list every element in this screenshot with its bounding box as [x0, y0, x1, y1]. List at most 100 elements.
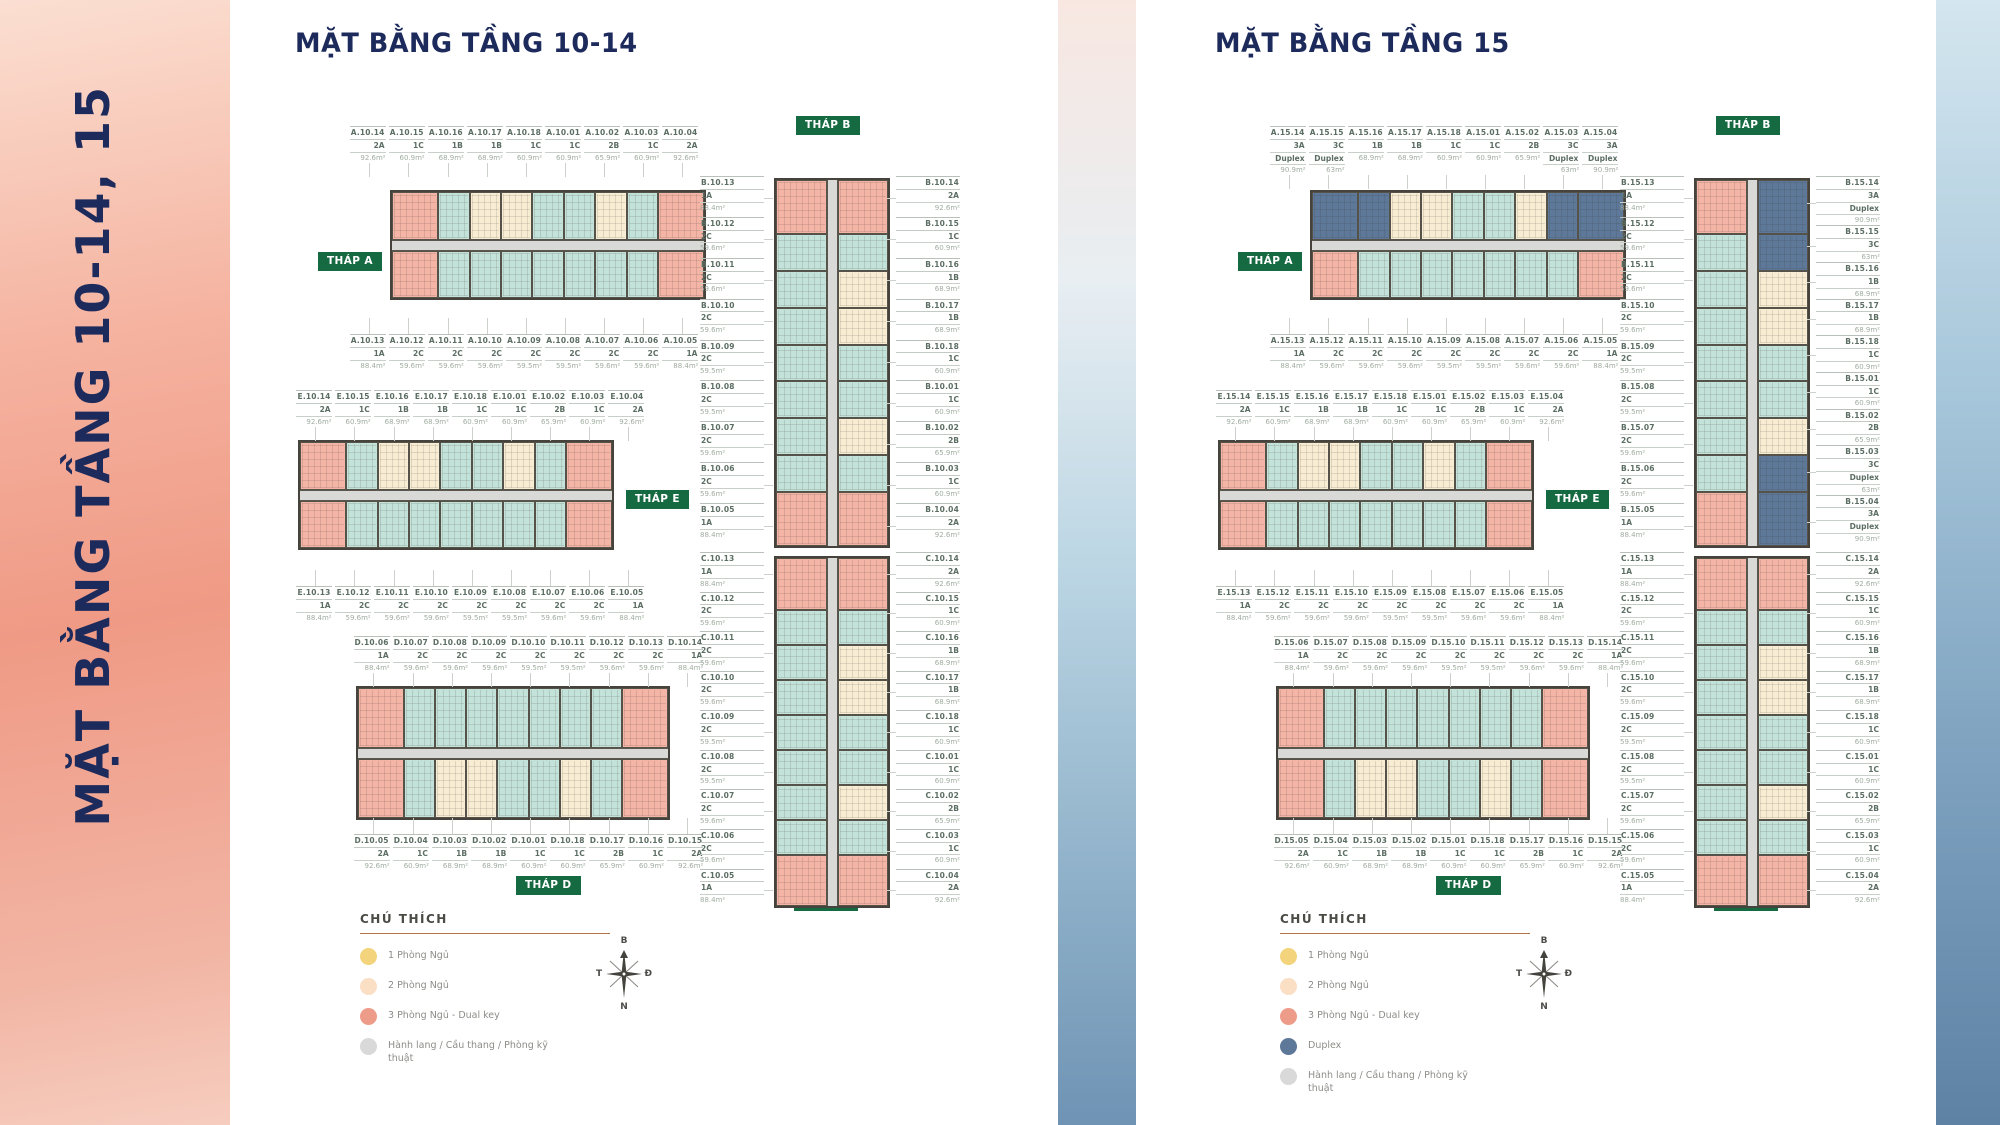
- plan-row-bottom: [358, 758, 669, 818]
- unit-area: 59.6m²: [599, 663, 625, 672]
- unit-label-C.10.10: C.10.10 2C 59.6m²: [700, 670, 773, 711]
- unit-area: 60.9m²: [634, 153, 660, 162]
- unit-type: 1A: [1620, 566, 1684, 579]
- unit-label-E.15.06: E.15.06 2C 59.6m²: [1489, 570, 1526, 623]
- unit-plan-D.15.18: [1448, 758, 1480, 818]
- unit-label-B.15.08: B.15.08 2C 59.5m²: [1620, 380, 1693, 421]
- unit-area: 68.9m²: [1397, 153, 1423, 162]
- unit-type: 1C: [896, 353, 960, 367]
- legend-item: 3 Phòng Ngủ - Dual key: [1280, 1008, 1530, 1025]
- unit-area: 59.6m²: [1515, 361, 1541, 370]
- unit-type: 1C: [388, 140, 425, 153]
- unit-type: 3A: [1269, 140, 1306, 153]
- unit-area: 59.6m²: [1620, 244, 1646, 253]
- unit-type: 2A: [1816, 882, 1880, 895]
- legend-title: CHÚ THÍCH: [1280, 912, 1530, 934]
- unit-label-E.15.16: E.15.16 1B 68.9m²: [1293, 390, 1330, 441]
- unit-plan-E.15.17: [1328, 442, 1361, 490]
- vertical-page-title: MẶT BẰNG TẦNG 10-14, 15: [66, 85, 120, 827]
- unit-plan-A.10.17: [500, 192, 533, 240]
- unit-type: 1A: [700, 190, 764, 203]
- unit-id: D.10.04: [392, 834, 429, 848]
- unit-type: 2C: [1620, 476, 1684, 489]
- unit-area: 90.9m²: [1280, 166, 1306, 175]
- unit-type: 2C: [700, 803, 764, 816]
- unit-id: A.15.06: [1543, 334, 1580, 348]
- unit-label-D.10.14: D.10.14 1A 88.4m²: [667, 636, 704, 687]
- unit-id: E.10.01: [491, 390, 528, 404]
- unit-label-D.10.11: D.10.11 2C 59.5m²: [549, 636, 586, 687]
- unit-label-A.15.09: A.15.09 2C 59.5m²: [1425, 318, 1463, 371]
- unit-plan-D.10.16: [591, 758, 623, 818]
- unit-label-row-top-A: A.15.14 3A Duplex 90.9m² A.15.15 3C Duplex 63m²…: [1268, 126, 1620, 190]
- unit-label-E.15.03: E.15.03 1C 60.9m²: [1489, 390, 1526, 441]
- unit-plan-B.15.02: [1757, 418, 1808, 455]
- tower-plan-E: [298, 440, 614, 550]
- unit-type: 2C: [1371, 600, 1409, 613]
- unit-duplex-tag: Duplex: [1816, 203, 1880, 216]
- legend-item-label: Duplex: [1308, 1040, 1342, 1051]
- unit-id: A.10.13: [349, 334, 386, 348]
- unit-id: A.10.11: [427, 334, 464, 348]
- corridor: [358, 747, 668, 759]
- unit-label-D.15.01: D.15.01 1C 60.9m²: [1430, 818, 1467, 871]
- unit-id: D.15.13: [1547, 636, 1585, 650]
- unit-id: D.15.04: [1312, 834, 1349, 848]
- unit-id: B.10.18: [896, 339, 960, 354]
- unit-area: 92.6m²: [619, 417, 645, 426]
- unit-plan-B.10.14: [837, 180, 888, 235]
- unit-label-B.15.09: B.15.09 2C 59.5m²: [1620, 339, 1693, 381]
- unit-type: 1C: [1489, 404, 1526, 417]
- unit-id: B.10.09: [700, 339, 764, 354]
- unit-label-A.15.07: A.15.07 2C 59.6m²: [1504, 318, 1541, 371]
- unit-id: B.15.05: [1620, 503, 1684, 517]
- unit-area: 60.9m²: [501, 417, 528, 426]
- unit-type: 2C: [1332, 600, 1369, 613]
- unit-type: 1B: [1347, 140, 1384, 153]
- unit-id: A.15.12: [1308, 334, 1345, 348]
- unit-type: 1C: [334, 404, 371, 417]
- unit-label-E.10.12: E.10.12 2C 59.6m²: [334, 570, 371, 623]
- plan-row-bottom: [1312, 250, 1625, 298]
- unit-area: 92.6m²: [934, 579, 960, 588]
- legend-swatch: [1280, 1068, 1297, 1085]
- tower-badge-B: THÁP B: [796, 116, 860, 135]
- unit-label-A.10.15: A.10.15 1C 60.9m²: [388, 126, 425, 177]
- unit-label-B.10.18: B.10.18 1C 60.9m²: [887, 339, 960, 381]
- unit-label-C.15.07: C.15.07 2C 59.6m²: [1620, 789, 1693, 829]
- unit-id: B.10.06: [700, 462, 764, 476]
- unit-label-C.15.08: C.15.08 2C 59.5m²: [1620, 749, 1693, 790]
- unit-area: 68.9m²: [477, 153, 503, 162]
- unit-plan-E.15.01: [1391, 442, 1424, 490]
- unit-area: 59.6m²: [399, 361, 425, 370]
- unit-id: C.10.09: [700, 710, 764, 724]
- unit-plan-B.15.03: [1757, 454, 1808, 492]
- unit-plan-E.15.18: [1360, 442, 1392, 490]
- unit-type: 2A: [1816, 566, 1880, 579]
- unit-type: 2C: [1620, 231, 1684, 244]
- unit-plan-A.10.15: [438, 192, 470, 240]
- plan-row-bottom: [300, 500, 613, 548]
- unit-id: D.10.08: [431, 636, 469, 650]
- unit-plan-B.15.06: [1696, 454, 1747, 492]
- legend-swatch: [1280, 948, 1297, 965]
- unit-plan-C.15.04: [1757, 854, 1808, 906]
- legend-item: 2 Phòng Ngủ: [360, 978, 610, 995]
- unit-id: B.15.08: [1620, 380, 1684, 395]
- unit-area: 88.4m²: [673, 361, 699, 370]
- unit-type: 1C: [451, 404, 489, 417]
- unit-type: 2B: [584, 140, 621, 153]
- unit-label-D.10.02: D.10.02 1B 68.9m²: [471, 818, 508, 871]
- unit-plan-C.10.12: [776, 609, 827, 645]
- tower-badge-D: THÁP D: [516, 876, 581, 895]
- unit-id: D.10.12: [588, 636, 625, 650]
- unit-type: 3A: [1816, 508, 1880, 522]
- unit-area: 59.6m²: [700, 658, 726, 667]
- unit-area: 59.5m²: [1620, 737, 1646, 746]
- unit-id: C.10.07: [700, 789, 764, 804]
- unit-plan-E.10.12: [346, 500, 378, 548]
- plan-row-bottom: [1278, 758, 1589, 818]
- unit-plan-E.10.14: [300, 442, 347, 490]
- unit-label-D.15.05: D.15.05 2A 92.6m²: [1273, 818, 1310, 871]
- unit-plan-B.15.10: [1696, 307, 1747, 345]
